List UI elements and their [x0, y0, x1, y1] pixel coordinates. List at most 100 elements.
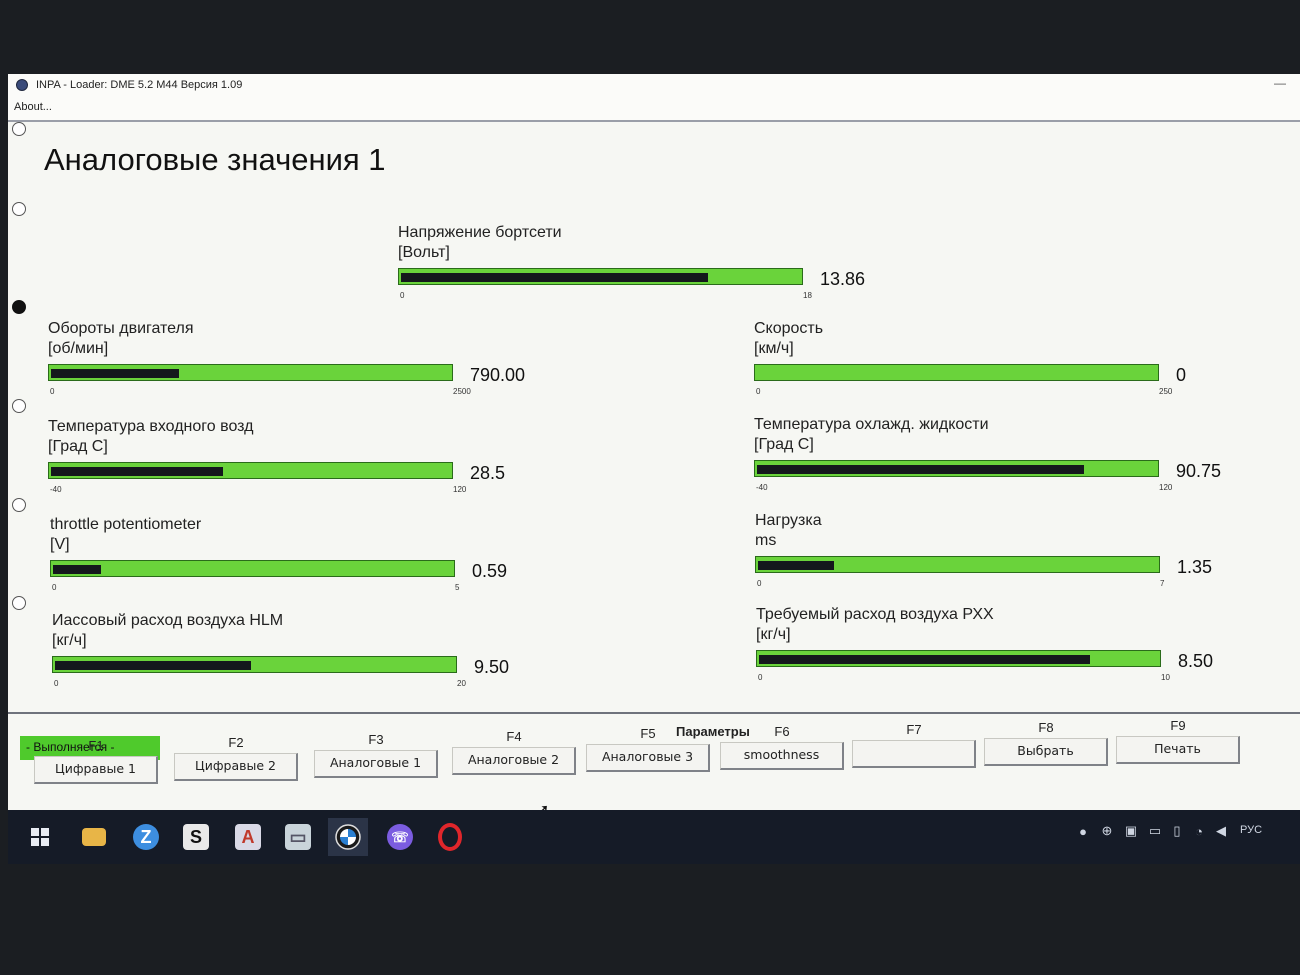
menu-bar: About...	[8, 96, 1300, 122]
fkey-label: F4	[506, 729, 522, 744]
gauge-label: throttle potentiometer	[50, 516, 202, 533]
gauge-value: 1.35	[1177, 557, 1213, 577]
gauge-unit: [Град С]	[754, 436, 814, 453]
taskbar-file-explorer[interactable]	[74, 818, 114, 856]
gauge-max: 5	[455, 583, 460, 592]
fkey-f8: F8 Выбрать	[984, 710, 1108, 770]
gauge-label: Скорость	[754, 320, 824, 337]
gauge-label: Требуемый расход воздуха РХХ	[756, 606, 994, 623]
volume-icon[interactable]: ◀	[1216, 823, 1226, 838]
f4-analog-2-button[interactable]: Аналоговые 2	[452, 747, 576, 775]
fkey-f9: F9 Печать	[1116, 708, 1240, 768]
gauge-fill	[55, 661, 251, 670]
start-button[interactable]	[20, 818, 60, 856]
gauge-max: 120	[453, 485, 467, 494]
app-tray-icon[interactable]: ▣	[1124, 823, 1138, 838]
taskbar-z-app[interactable]: Z	[126, 818, 166, 856]
radio-2[interactable]	[12, 202, 26, 216]
gauge-max: 18	[803, 291, 812, 300]
gauge-voltage: Напряжение бортсети [Вольт] 0 18 13.86	[398, 224, 878, 314]
f6-smoothness-button[interactable]: smoothness	[720, 742, 844, 770]
fkey-f3: F3 Аналоговые 1	[314, 722, 438, 782]
usb-icon[interactable]: ▯	[1173, 823, 1181, 838]
gauge-value: 8.50	[1178, 651, 1214, 671]
gauge-max: 7	[1160, 579, 1165, 588]
gauge-fill	[757, 465, 1084, 474]
gauge-min: -40	[756, 483, 768, 492]
fkey-label: F6	[774, 724, 790, 739]
gauge-unit: [об/мин]	[48, 340, 109, 357]
radio-1[interactable]	[12, 122, 26, 136]
wifi-icon[interactable]: ◔	[1195, 823, 1203, 839]
fkey-f6: F6 smoothness	[720, 714, 844, 774]
inpa-window: INPA - Loader: DME 5.2 M44 Версия 1.09 —…	[8, 74, 1300, 864]
gauge-min: 0	[52, 583, 57, 592]
fkey-label: F3	[368, 732, 384, 747]
gauge-coolant-temp: Температура охлажд. жидкости [Град С] -4…	[754, 416, 1234, 506]
gauge-max: 120	[1159, 483, 1173, 492]
radio-6[interactable]	[12, 596, 26, 610]
gauge-bar	[48, 364, 453, 381]
taskbar-documents[interactable]: ▭	[278, 818, 318, 856]
gauge-min: 0	[757, 579, 762, 588]
main-panel: Аналоговые значения 1 Напряжение бортсет…	[8, 122, 1300, 712]
gauge-unit: [Град С]	[48, 438, 108, 455]
function-key-panel: - Выполняется - Параметры F1 Цифравые 1 …	[8, 710, 1300, 819]
menu-item-about[interactable]: About...	[14, 101, 52, 113]
gauge-min: 0	[756, 387, 761, 396]
s-app-icon: S	[183, 824, 209, 850]
f1-digital-1-button[interactable]: Цифравые 1	[34, 756, 158, 784]
f2-digital-2-button[interactable]: Цифравые 2	[174, 753, 298, 781]
microphone-icon[interactable]: ●	[1079, 823, 1087, 839]
gauge-min: -40	[50, 485, 62, 494]
fkey-f7: F7	[852, 712, 976, 772]
gauge-throttle-potentiometer: throttle potentiometer [V] 0 5 0.59	[50, 516, 530, 606]
f5-analog-3-button[interactable]: Аналоговые 3	[586, 744, 710, 772]
gauge-value: 13.86	[820, 269, 866, 289]
gauge-unit: [кг/ч]	[756, 626, 791, 643]
taskbar-viber[interactable]: ☏	[380, 818, 420, 856]
radio-3-selected[interactable]	[12, 300, 26, 314]
gauge-fill	[401, 273, 708, 282]
gauge-fill	[51, 467, 223, 476]
gauge-unit: ms	[755, 532, 777, 549]
network-icon[interactable]: ⊕	[1101, 823, 1113, 838]
taskbar-a-app[interactable]: A	[228, 818, 268, 856]
gauge-label: Иассовый расход воздуха HLM	[52, 612, 284, 629]
language-indicator[interactable]: РУС	[1240, 824, 1263, 836]
start-icon	[31, 828, 49, 846]
gauge-speed: Скорость [км/ч] 0 250 0	[754, 320, 1234, 410]
gauge-fill	[51, 369, 179, 378]
fkey-label: F2	[228, 735, 244, 750]
gauge-value: 0	[1176, 365, 1187, 385]
gauge-value: 90.75	[1176, 461, 1222, 481]
inpa-app-icon	[16, 79, 28, 91]
f3-analog-1-button[interactable]: Аналоговые 1	[314, 750, 438, 778]
gauge-label: Нагрузка	[755, 512, 822, 529]
taskbar-s-app[interactable]: S	[176, 818, 216, 856]
battery-icon[interactable]: ▭	[1148, 823, 1162, 838]
z-app-icon: Z	[133, 824, 159, 850]
params-title: Параметры	[676, 724, 750, 739]
minimize-button[interactable]: —	[1274, 76, 1286, 90]
gauge-idle-air-flow: Требуемый расход воздуха РХХ [кг/ч] 0 10…	[756, 606, 1236, 696]
window-title: INPA - Loader: DME 5.2 M44 Версия 1.09	[36, 79, 243, 91]
taskbar-bmw-inpa[interactable]	[328, 818, 368, 856]
gauge-value: 790.00	[470, 365, 526, 385]
f8-select-button[interactable]: Выбрать	[984, 738, 1108, 766]
gauge-load: Нагрузка ms 0 7 1.35	[755, 512, 1235, 602]
radio-5[interactable]	[12, 498, 26, 512]
f9-print-button[interactable]: Печать	[1116, 736, 1240, 764]
f7-empty-button[interactable]	[852, 740, 976, 768]
fkey-f4: F4 Аналоговые 2	[452, 719, 576, 779]
fkey-label: F8	[1038, 720, 1054, 735]
gauge-bar	[52, 656, 457, 673]
gauge-unit: [V]	[50, 536, 70, 553]
gauge-label: Напряжение бортсети	[398, 224, 562, 241]
gauge-min: 0	[758, 673, 763, 682]
gauge-max: 250	[1159, 387, 1173, 396]
documents-icon: ▭	[285, 824, 311, 850]
gauge-bar	[50, 560, 455, 577]
taskbar-opera[interactable]	[430, 818, 470, 856]
radio-4[interactable]	[12, 399, 26, 413]
